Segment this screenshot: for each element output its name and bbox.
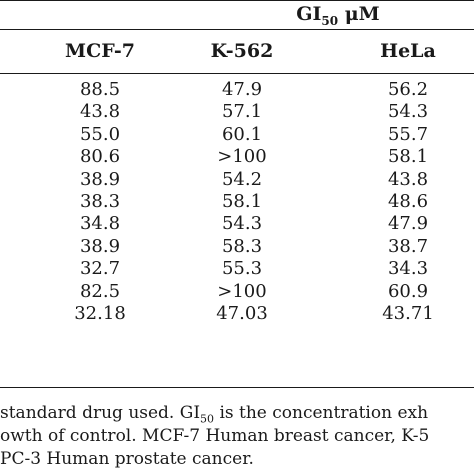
- cell-hela: 48.6: [387, 190, 429, 212]
- cell-k562: 47.03: [216, 302, 268, 324]
- table-row: 38.9 54.2 43.8: [0, 169, 474, 191]
- cell-hela: 38.7: [387, 235, 429, 257]
- table-row: 34.8 54.3 47.9: [0, 213, 474, 235]
- cell-mcf7: 88.5: [79, 79, 121, 100]
- cell-mcf7: 32.7: [79, 258, 121, 280]
- cell-mcf7: 43.8: [79, 101, 121, 123]
- cell-k562: 57.1: [221, 101, 263, 123]
- cell-k562: 47.9: [221, 79, 263, 100]
- cell-hela: 58.1: [387, 146, 429, 168]
- group-header-rule: [0, 29, 474, 30]
- cell-hela: 54.3: [387, 101, 429, 123]
- cell-k562: >100: [217, 146, 267, 168]
- cell-hela: 56.2: [387, 79, 429, 100]
- footnote-1-subscript: 50: [200, 412, 215, 426]
- cell-k562: 58.1: [221, 190, 263, 212]
- table-row: 88.5 47.9 56.2: [0, 79, 474, 101]
- table-row: 82.5 >100 60.9: [0, 281, 474, 303]
- cell-hela: 43.8: [387, 168, 429, 190]
- cell-mcf7: 38.9: [79, 235, 121, 257]
- table-row: 38.9 58.3 38.7: [0, 236, 474, 258]
- footnote-line-3: PC-3 Human prostate cancer.: [0, 449, 254, 469]
- cell-mcf7: 34.8: [79, 213, 121, 235]
- table-row: 32.7 55.3 34.3: [0, 258, 474, 280]
- table-row: 32.18 47.03 43.71: [0, 303, 474, 325]
- table-bottom-rule: [0, 387, 474, 388]
- cell-k562: 54.2: [221, 168, 263, 190]
- table-body: 88.5 47.9 56.2 43.8 57.1 54.3 55.0 60.1 55.7 80.6…: [0, 79, 474, 325]
- gi50-subscript: 50: [321, 13, 339, 28]
- table-top-rule: [0, 0, 474, 1]
- cell-k562: 60.1: [221, 123, 263, 145]
- cell-hela: 34.3: [387, 258, 429, 280]
- cell-hela: 60.9: [387, 280, 429, 302]
- cell-hela: 55.7: [387, 123, 429, 145]
- table-row: 43.8 57.1 54.3: [0, 101, 474, 123]
- gi50-unit: μM: [338, 3, 380, 25]
- table-row: 38.3 58.1 48.6: [0, 191, 474, 213]
- footnote-1-text-a: standard drug used. GI: [0, 403, 201, 423]
- column-header-rule: [0, 73, 474, 74]
- gi50-column-group-header: GI50 μM: [268, 3, 408, 28]
- cell-mcf7: 55.0: [79, 123, 121, 145]
- column-header-k562: K-562: [210, 40, 274, 62]
- cell-k562: 58.3: [221, 235, 263, 257]
- cell-mcf7: 82.5: [79, 280, 121, 302]
- column-header-hela: HeLa: [380, 40, 436, 62]
- gi50-label: GI: [296, 3, 322, 25]
- cell-hela: 47.9: [387, 213, 429, 235]
- cell-mcf7: 32.18: [74, 302, 126, 324]
- footnote-1-text-b: is the concentration exh: [214, 403, 429, 423]
- table-row: 55.0 60.1 55.7: [0, 124, 474, 146]
- table-row: 80.6 >100 58.1: [0, 146, 474, 168]
- column-header-mcf7: MCF-7: [65, 40, 135, 62]
- footnote-line-1: standard drug used. GI50 is the concentr…: [0, 402, 474, 430]
- cell-k562: >100: [217, 280, 267, 302]
- cell-k562: 55.3: [221, 258, 263, 280]
- cell-k562: 54.3: [221, 213, 263, 235]
- footnote-line-2: owth of control. MCF-7 Human breast canc…: [0, 426, 430, 446]
- cell-mcf7: 38.3: [79, 190, 121, 212]
- cell-mcf7: 38.9: [79, 168, 121, 190]
- cell-mcf7: 80.6: [79, 146, 121, 168]
- cell-hela: 43.71: [382, 302, 434, 324]
